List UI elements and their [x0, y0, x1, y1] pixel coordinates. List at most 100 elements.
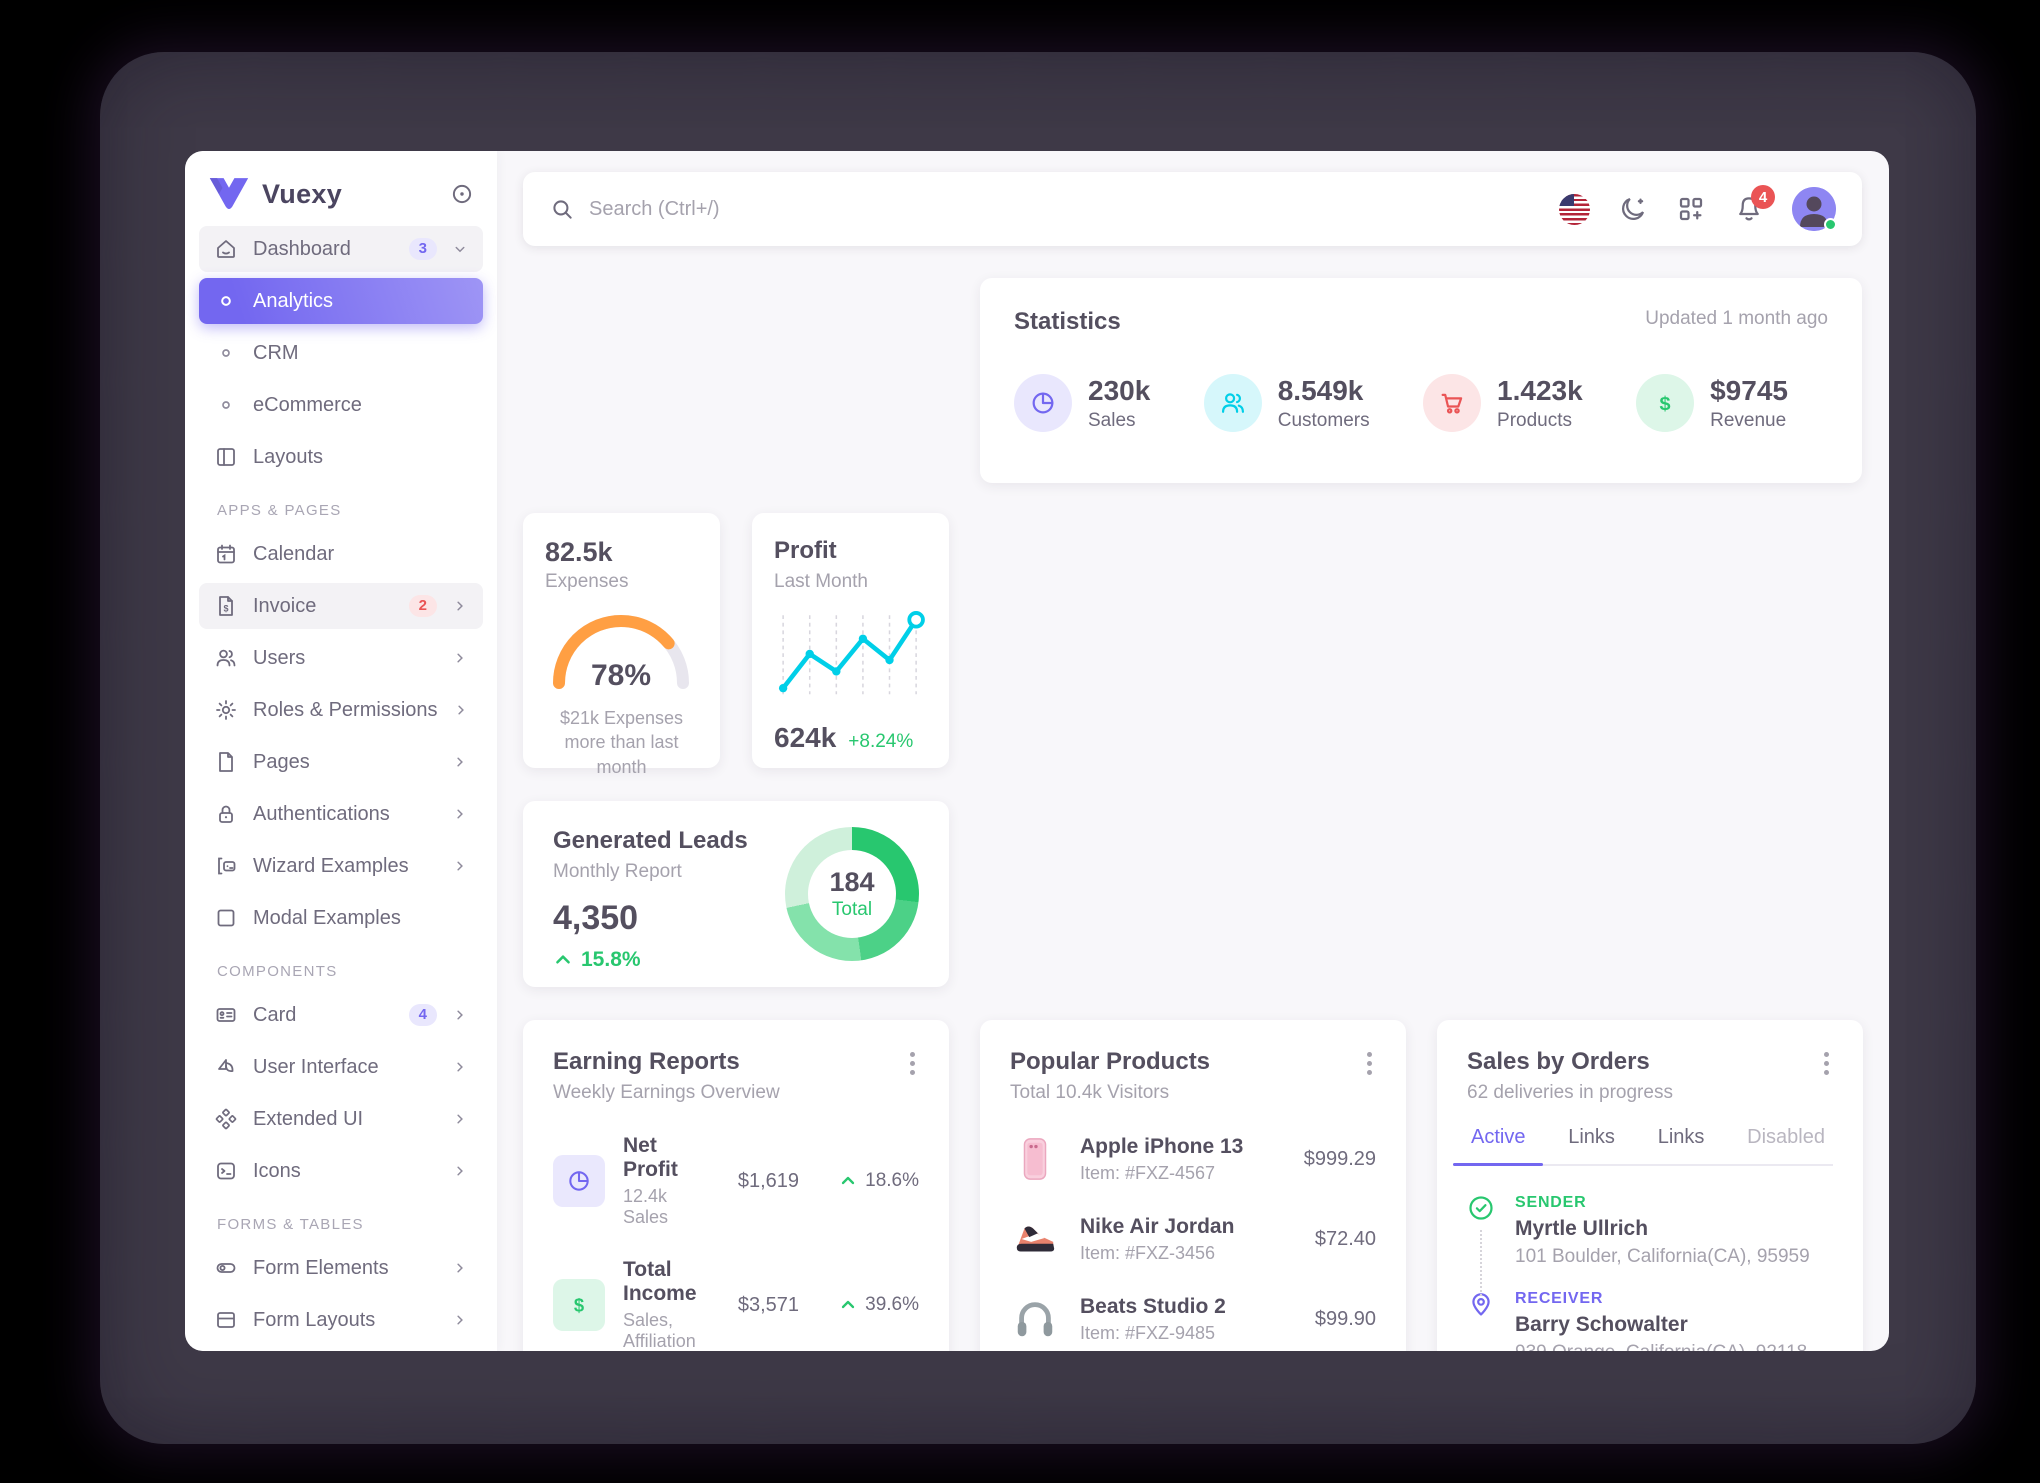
orders-title: Sales by Orders — [1467, 1048, 1650, 1075]
leads-title: Generated Leads — [553, 827, 748, 854]
sidebar-item-crm[interactable]: CRM — [199, 330, 483, 376]
search-input[interactable] — [589, 197, 1009, 221]
sidebar-item-label: eCommerce — [253, 393, 362, 416]
svg-text:$: $ — [574, 1295, 584, 1316]
donut-label: Total — [831, 899, 873, 920]
notifications-button[interactable]: 4 — [1734, 185, 1775, 224]
product-name: Beats Studio 2 — [1080, 1294, 1226, 1318]
app-screen: Vuexy Dashboard 3 Analytics — [185, 151, 1889, 1351]
chevron-right-icon — [451, 1006, 469, 1024]
sidebar-item-label: Invoice — [253, 594, 317, 617]
stat-sales: 230k Sales — [1014, 374, 1150, 432]
chevron-right-icon — [451, 1311, 469, 1329]
sidebar-item-card[interactable]: Card 4 — [199, 992, 483, 1038]
earning-row-subtitle: Sales, Affiliation — [623, 1310, 696, 1351]
sidebar-item-ecommerce[interactable]: eCommerce — [199, 382, 483, 428]
stat-label: Revenue — [1710, 409, 1787, 431]
square-icon — [213, 905, 239, 931]
circle-dot-icon[interactable] — [449, 181, 475, 207]
expenses-gauge-chart: 78% — [553, 615, 689, 692]
us-flag-icon[interactable] — [1559, 193, 1590, 225]
tab-active[interactable]: Active — [1452, 1126, 1545, 1166]
product-row-iphone: Apple iPhone 13 Item: #FXZ-4567 $999.29 — [1010, 1134, 1376, 1184]
tab-links-2[interactable]: Links — [1657, 1126, 1705, 1148]
sender-name: Myrtle Ullrich — [1515, 1217, 1649, 1240]
dashboard-badge: 3 — [408, 237, 437, 261]
sidebar-item-pages[interactable]: Pages — [199, 739, 483, 785]
sidebar-item-icons[interactable]: Icons — [199, 1148, 483, 1194]
dollar-icon: $ — [553, 1279, 605, 1331]
stat-products: 1.423k Products — [1423, 374, 1583, 432]
sidebar-item-label: Extended UI — [253, 1107, 364, 1130]
sidebar-item-label: Roles & Permissions — [253, 698, 438, 721]
sidebar-item-label: Icons — [253, 1159, 301, 1182]
sender-address: 101 Boulder, California(CA), 95959 — [1515, 1246, 1810, 1267]
product-item-code: Item: #FXZ-9485 — [1080, 1322, 1216, 1343]
product-row-nike: Nike Air Jordan Item: #FXZ-3456 $72.40 — [1010, 1214, 1376, 1264]
receiver-label: RECEIVER — [1515, 1290, 1604, 1307]
sidebar-item-form-layouts[interactable]: Form Layouts — [199, 1297, 483, 1343]
chevron-right-icon — [451, 1162, 469, 1180]
stat-value: 8.549k — [1277, 374, 1364, 406]
gear-icon — [213, 697, 239, 723]
sidebar-item-extended-ui[interactable]: Extended UI — [199, 1096, 483, 1142]
expenses-value: 82.5k — [545, 537, 613, 567]
receiver-block: RECEIVER Barry Schowalter 939 Orange, Ca… — [1467, 1290, 1833, 1351]
more-options-icon[interactable] — [1363, 1048, 1376, 1079]
profit-title: Profit — [774, 537, 837, 564]
more-options-icon[interactable] — [906, 1048, 919, 1079]
sender-block: SENDER Myrtle Ullrich 101 Boulder, Calif… — [1467, 1194, 1833, 1268]
tab-links-1[interactable]: Links — [1568, 1126, 1615, 1148]
sidebar-item-authentications[interactable]: Authentications — [199, 791, 483, 837]
more-options-icon[interactable] — [1820, 1048, 1833, 1079]
product-item-code: Item: #FXZ-3456 — [1080, 1242, 1216, 1263]
navbar-actions: 4 — [1559, 185, 1837, 231]
home-icon — [213, 236, 239, 262]
profit-value: 624k — [774, 722, 837, 753]
search-icon — [553, 200, 572, 219]
sidebar-item-user-interface[interactable]: User Interface — [199, 1044, 483, 1090]
sidebar-item-layouts[interactable]: Layouts — [199, 434, 483, 480]
sidebar-item-calendar[interactable]: Calendar — [199, 531, 483, 577]
sidebar-item-form-elements[interactable]: Form Elements — [199, 1245, 483, 1291]
file-icon — [213, 749, 239, 775]
grid-plus-icon[interactable] — [1676, 194, 1706, 224]
sidebar-item-invoice[interactable]: $ Invoice 2 — [199, 583, 483, 629]
wizard-icon — [213, 853, 239, 879]
chevron-right-icon — [452, 701, 470, 719]
users-icon — [213, 645, 239, 671]
pie-chart-icon — [1014, 374, 1072, 432]
sidebar-item-label: Card — [253, 1003, 297, 1026]
orders-tabs: Active Links Links Disabled — [1452, 1126, 1833, 1166]
chevron-right-icon — [451, 805, 469, 823]
sidebar-item-dashboard[interactable]: Dashboard 3 — [199, 226, 483, 272]
stat-value: 1.423k — [1497, 374, 1583, 406]
circle-icon — [213, 340, 239, 366]
sidebar-item-analytics[interactable]: Analytics — [199, 278, 483, 324]
sidebar-item-modal-examples[interactable]: Modal Examples — [199, 895, 483, 941]
brand-name: Vuexy — [262, 178, 343, 209]
stat-revenue: $ $9745 Revenue — [1636, 374, 1788, 432]
check-circle-icon — [1467, 1194, 1495, 1268]
sidebar-item-label: Users — [253, 646, 306, 669]
moon-icon[interactable] — [1618, 194, 1648, 224]
sidebar-menu: Dashboard 3 Analytics CRM — [185, 226, 497, 1343]
sidebar-item-wizard-examples[interactable]: Wizard Examples — [199, 843, 483, 889]
sidebar-item-users[interactable]: Users — [199, 635, 483, 681]
calendar-icon — [213, 541, 239, 567]
sidebar-item-roles-permissions[interactable]: Roles & Permissions — [199, 687, 483, 733]
sidebar-item-label: Calendar — [253, 542, 335, 565]
earning-row-title: Total Income — [623, 1258, 697, 1305]
avatar[interactable] — [1792, 187, 1837, 231]
section-header-components: COMPONENTS — [217, 963, 338, 980]
tab-disabled: Disabled — [1747, 1126, 1825, 1148]
chevron-right-icon — [451, 597, 469, 615]
profit-subtitle: Last Month — [774, 571, 868, 592]
product-price: $72.40 — [1314, 1227, 1376, 1250]
expenses-caption: $21k Expenses more than last month — [559, 708, 684, 777]
terminal-icon — [213, 1158, 239, 1184]
sender-label: SENDER — [1515, 1194, 1587, 1211]
product-price: $999.29 — [1303, 1147, 1376, 1170]
search-bar[interactable] — [549, 196, 1559, 222]
product-name: Nike Air Jordan — [1080, 1214, 1235, 1238]
